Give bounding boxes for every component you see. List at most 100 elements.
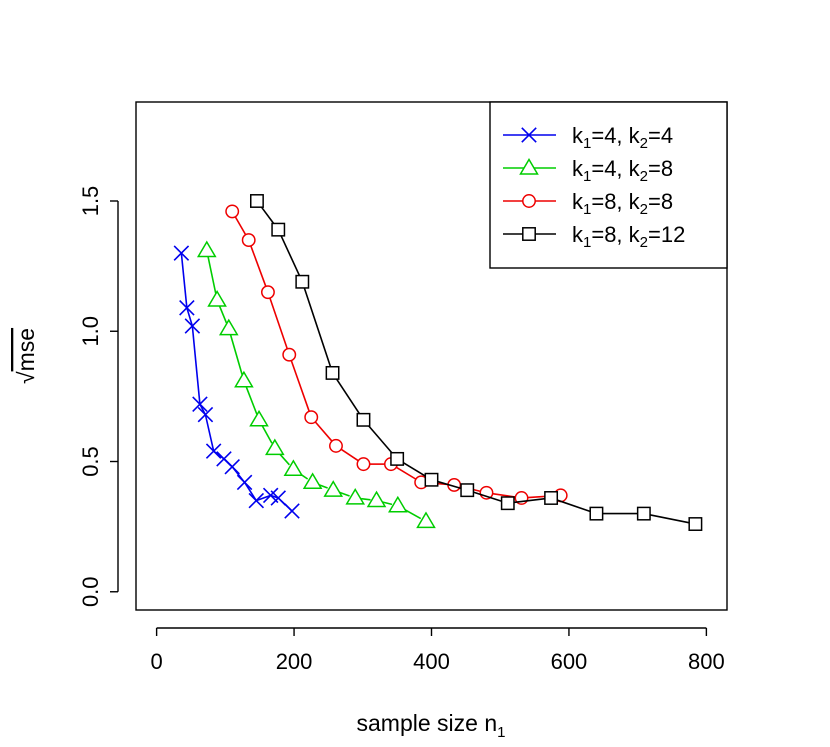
series-layer	[173, 194, 703, 531]
series-4-point	[356, 412, 371, 427]
series-2-segment	[218, 305, 228, 324]
series-4-segment	[280, 234, 301, 277]
series-1-point	[192, 396, 208, 412]
legend-label-subscript: 2	[640, 168, 648, 185]
series-3-point	[329, 438, 343, 453]
series-4-point	[295, 274, 310, 289]
plot-area-frame	[135, 101, 728, 611]
series-4-segment	[556, 499, 592, 513]
legend-label-subscript: 1	[583, 168, 591, 185]
series-4-segment	[513, 497, 546, 504]
legend-label-text: =4, k	[591, 123, 640, 148]
series-1-segment	[180, 253, 188, 308]
series-1-point	[270, 490, 287, 506]
series-3-segment	[395, 466, 417, 480]
legend-label-subscript: 1	[583, 135, 591, 152]
legend-entry-3: k1=8, k2=8	[503, 189, 673, 218]
y-tick-label: 0.5	[78, 446, 103, 477]
series-2-point	[345, 488, 366, 505]
series-4-point	[424, 472, 439, 487]
series-3-point	[260, 285, 275, 300]
series-1-point-stroke	[197, 406, 214, 423]
legend-label: k1=8, k2=12	[572, 222, 685, 251]
y-tick-label: 1.5	[78, 186, 103, 217]
series-3-point	[225, 204, 240, 219]
legend-label-subscript: 2	[640, 201, 648, 218]
series-3-segment	[250, 245, 267, 287]
series-2-point	[283, 459, 304, 477]
legend-entry-4: k1=8, k2=12	[503, 222, 685, 251]
series-4-point	[271, 222, 286, 237]
y-axis-title-text: mse	[13, 328, 39, 371]
series-1-point-stroke	[262, 487, 279, 504]
series-2-point	[218, 318, 239, 336]
series-1-point-stroke	[270, 490, 287, 506]
series-3-point	[282, 347, 297, 362]
series-4-segment	[472, 491, 503, 503]
series-2-point	[323, 480, 344, 497]
series-4-point	[249, 194, 264, 208]
series-4-segment	[335, 377, 361, 416]
series-4-point	[460, 483, 475, 498]
series-1-point-stroke	[236, 474, 253, 491]
y-tick-label: 0.0	[78, 576, 103, 607]
series-1-point	[224, 458, 240, 475]
legend-marker	[522, 227, 536, 241]
legend-label-text: =8, k	[591, 189, 640, 214]
x-axis-title: sample size n1	[357, 710, 506, 741]
series-2-point	[302, 472, 323, 490]
series-2-point	[388, 495, 408, 513]
series-1-point-stroke	[224, 458, 240, 475]
series-2-point	[249, 409, 269, 427]
legend-label-subscript: 1	[583, 234, 591, 251]
series-4-segment	[366, 423, 394, 455]
series-4-segment	[259, 205, 276, 226]
series-2-segment	[382, 501, 393, 506]
series-2-segment	[261, 424, 273, 444]
series-1-point-stroke	[192, 396, 208, 412]
series-1-point-stroke	[184, 318, 201, 334]
legend-label-subscript: 2	[640, 234, 648, 251]
y-axis: 0.0 0.5 1.0 1.5	[78, 186, 119, 607]
legend-label-text: =8	[648, 189, 673, 214]
legend-label-subscript: 1	[583, 201, 591, 218]
legend-label-text: =8, k	[591, 222, 640, 247]
series-1-point	[173, 245, 190, 261]
series-4-point	[500, 496, 515, 511]
series-4-segment	[303, 287, 332, 368]
series-1-point	[284, 503, 300, 519]
series-4-segment	[437, 480, 462, 490]
series-4-point	[589, 506, 604, 521]
x-axis: 0 200 400 600 800	[150, 627, 725, 674]
legend-label-text: =4, k	[591, 156, 640, 181]
legend-label: k1=4, k2=4	[572, 123, 673, 152]
legend-label-text: =12	[648, 222, 685, 247]
series-2-segment	[207, 256, 217, 295]
legend-marker	[522, 194, 536, 208]
series-1-point	[179, 300, 195, 316]
series-4	[249, 194, 703, 531]
series-2-point	[265, 438, 285, 456]
series-1-point-stroke	[179, 300, 195, 316]
legend-label-text: =4	[648, 123, 673, 148]
series-3-segment	[234, 216, 247, 236]
x-tick-label: 200	[276, 649, 313, 674]
series-2-point	[416, 511, 436, 529]
legend: k1=4, k2=4k1=4, k2=8k1=8, k2=8k1=8, k2=1…	[489, 101, 728, 269]
series-2-segment	[229, 334, 243, 376]
series-1-point	[236, 474, 253, 491]
legend-label-subscript: 2	[640, 135, 648, 152]
x-axis-title-text: sample size n	[357, 710, 498, 736]
y-axis-title-radical: √	[13, 371, 39, 384]
legend-entry-2: k1=4, k2=8	[503, 156, 673, 185]
series-4-point	[325, 365, 340, 380]
series-2-segment	[338, 491, 350, 497]
series-2-segment	[361, 497, 371, 501]
series-1-point-stroke	[248, 492, 265, 509]
legend-label-text: k	[572, 222, 584, 247]
series-1	[173, 245, 300, 519]
series-1-point	[184, 318, 201, 334]
legend-label: k1=8, k2=8	[572, 189, 673, 218]
legend-label-text: k	[572, 156, 584, 181]
